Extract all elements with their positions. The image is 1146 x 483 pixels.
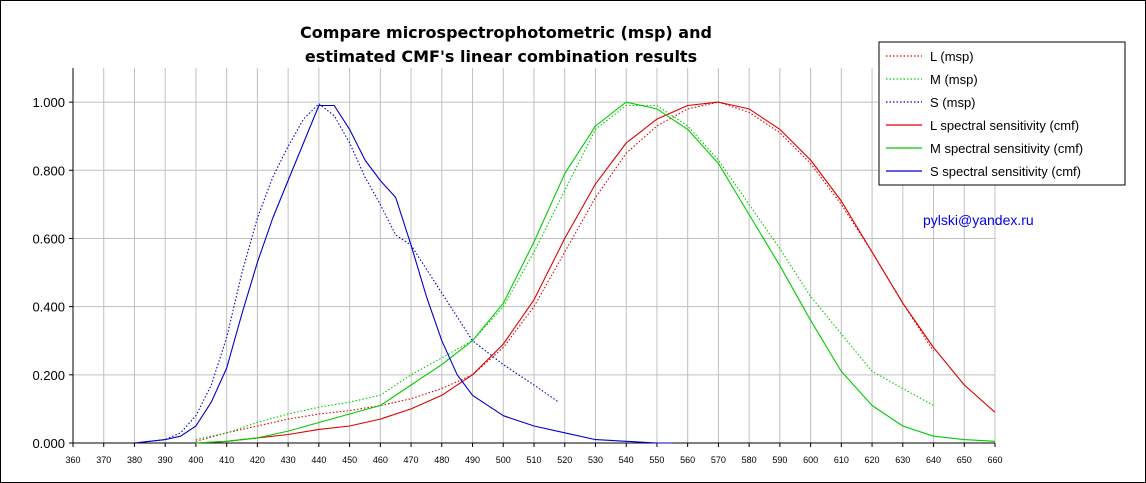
x-tick-label: 660 [987,455,1002,465]
series-line-l-spectral-sensitivity-cmf [195,101,996,444]
x-tick-label: 520 [557,455,572,465]
chart-title-line-1: Compare microspectrophotometric (msp) an… [300,23,712,42]
x-tick-label: 490 [465,455,480,465]
x-tick-label: 550 [649,455,664,465]
legend-entry: M (msp) [930,72,978,87]
legend-entry: L (msp) [930,49,974,64]
legend: L (msp) M (msp) S (msp) L spectral sensitiv… [878,41,1126,186]
x-tick-label: 650 [957,455,972,465]
x-tick-label: 380 [127,455,142,465]
x-tick-label: 540 [619,455,634,465]
series-line-s-msp [134,103,559,444]
x-tick-label: 390 [158,455,173,465]
x-tick-label: 450 [342,455,357,465]
x-tick-label: 600 [803,455,818,465]
x-tick-label: 590 [772,455,787,465]
legend-box [878,41,1126,186]
x-tick-label: 510 [526,455,541,465]
y-tick-label: 0.000 [32,436,65,451]
x-tick-label: 400 [188,455,203,465]
grid-lines [72,68,996,444]
x-tick-label: 410 [219,455,234,465]
legend-entry: M spectral sensitivity (cmf) [930,141,1083,156]
y-tick-label: 0.600 [32,231,65,246]
series-line-l-msp [195,101,934,442]
email-annotation: pylski@yandex.ru [923,212,1034,228]
x-tick-label: 530 [588,455,603,465]
x-tick-label: 570 [711,455,726,465]
x-tick-label: 640 [926,455,941,465]
x-tick-label: 460 [373,455,388,465]
x-tick-label: 560 [680,455,695,465]
x-tick-label: 360 [65,455,80,465]
x-tick-label: 500 [496,455,511,465]
x-tick-label: 440 [311,455,326,465]
legend-entry: S spectral sensitivity (cmf) [930,164,1081,179]
x-tick-label: 630 [895,455,910,465]
y-tick-label: 0.400 [32,300,65,315]
x-tick-label: 480 [434,455,449,465]
chart-title-line-2: estimated CMF's linear combination resul… [305,47,697,66]
x-tick-label: 430 [281,455,296,465]
x-tick-label: 620 [865,455,880,465]
series-lines [134,101,996,444]
series-line-s-spectral-sensitivity-cmf [134,104,673,444]
x-tick-label: 580 [742,455,757,465]
x-tick-label: 610 [834,455,849,465]
x-tick-label: 420 [250,455,265,465]
x-tick-label: 370 [96,455,111,465]
series-line-m-spectral-sensitivity-cmf [195,101,996,444]
legend-entry: S (msp) [930,95,976,110]
series-line-m-msp [195,104,934,441]
y-tick-label: 1.000 [32,95,65,110]
axes: 360 370 380 390 400 410 420 430 440 450 460 470 480 4… [32,68,1003,465]
y-tick-label: 0.800 [32,163,65,178]
x-tick-label: 470 [404,455,419,465]
legend-entry: L spectral sensitivity (cmf) [930,118,1079,133]
y-tick-label: 0.200 [32,368,65,383]
